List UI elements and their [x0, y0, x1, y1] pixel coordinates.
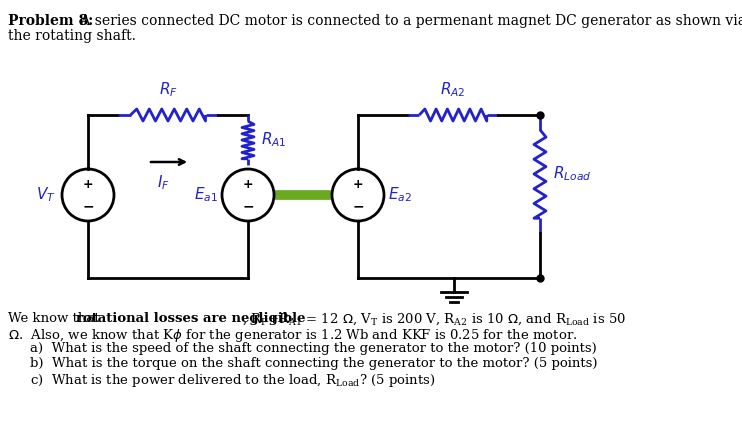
Text: −: −: [352, 199, 364, 213]
Text: c)  What is the power delivered to the load, $\mathregular{R_{Load}}$? (5 points: c) What is the power delivered to the lo…: [30, 372, 436, 389]
Text: Problem 8:: Problem 8:: [8, 14, 93, 28]
Text: $I_F$: $I_F$: [157, 173, 169, 192]
Text: −: −: [242, 199, 254, 213]
Text: −: −: [82, 199, 93, 213]
Text: $R_{A2}$: $R_{A2}$: [440, 80, 466, 99]
Text: the rotating shaft.: the rotating shaft.: [8, 29, 136, 43]
Text: +: +: [352, 178, 364, 191]
Text: rotational losses are negligible: rotational losses are negligible: [76, 312, 306, 325]
Text: We know that: We know that: [8, 312, 104, 325]
Text: $R_{Load}$: $R_{Load}$: [553, 164, 591, 183]
Text: A series connected DC motor is connected to a permenant magnet DC generator as s: A series connected DC motor is connected…: [76, 14, 742, 28]
Text: $E_{a1}$: $E_{a1}$: [194, 186, 218, 204]
Text: $V_T$: $V_T$: [36, 186, 56, 204]
Text: +: +: [243, 178, 253, 191]
Text: a)  What is the speed of the shaft connecting the generator to the motor? (10 po: a) What is the speed of the shaft connec…: [30, 342, 597, 355]
Text: $R_{A1}$: $R_{A1}$: [261, 131, 286, 149]
Text: +: +: [82, 178, 93, 191]
Text: b)  What is the torque on the shaft connecting the generator to the motor? (5 po: b) What is the torque on the shaft conne…: [30, 357, 597, 370]
Text: $\Omega$.  Also, we know that K$\phi$ for the generator is 1.2 Wb and KKF is 0.2: $\Omega$. Also, we know that K$\phi$ for…: [8, 327, 577, 344]
Text: $E_{a2}$: $E_{a2}$: [388, 186, 412, 204]
Text: , $\mathregular{R_F}$+$\mathregular{R_{A1}}$ = 12 $\Omega$, $\mathregular{V_T}$ : , $\mathregular{R_F}$+$\mathregular{R_{A…: [242, 312, 626, 328]
Text: $R_F$: $R_F$: [159, 80, 177, 99]
